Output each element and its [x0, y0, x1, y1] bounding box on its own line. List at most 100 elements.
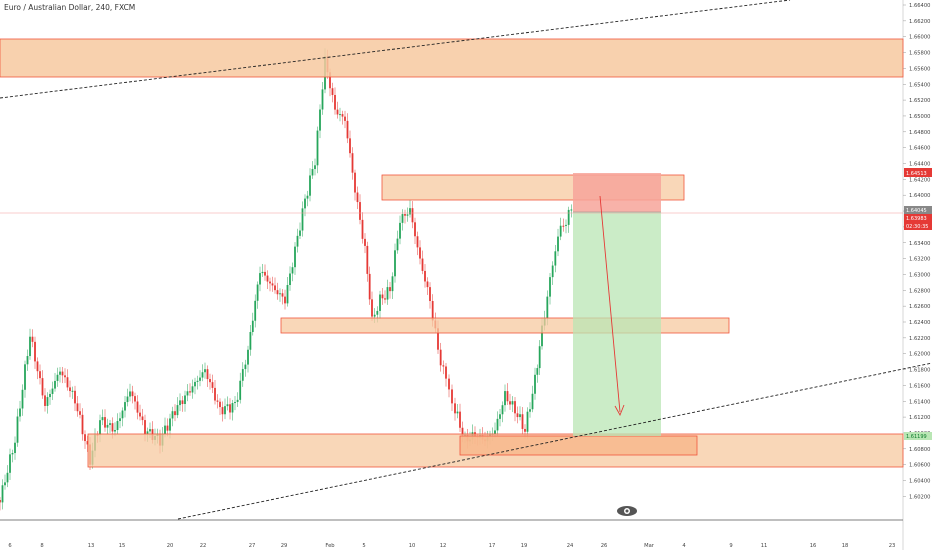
entry-price-text: 1.64045	[906, 208, 927, 214]
candle-body	[529, 409, 531, 412]
countdown-badge: 02:30:35	[904, 222, 932, 230]
candle-body	[221, 407, 224, 415]
candle-body	[199, 377, 201, 381]
price-axis-label: 1.62400	[909, 320, 930, 326]
price-axis-label: 1.63400	[909, 241, 930, 247]
support-zone-mid[interactable]	[280, 317, 730, 334]
stop-loss-area[interactable]	[573, 173, 661, 212]
candle-body	[179, 400, 181, 406]
candle-body	[286, 285, 289, 304]
price-axis-label: 1.64600	[909, 146, 930, 152]
lower-trendline[interactable]	[177, 362, 932, 520]
candle-body	[526, 411, 529, 432]
candle-body	[169, 418, 171, 431]
candle-body	[6, 472, 9, 483]
candle-body	[284, 296, 286, 304]
projection-arrow-line[interactable]	[599, 195, 621, 413]
candle-body	[256, 284, 259, 301]
candle-body	[499, 414, 501, 419]
price-axis-label: 1.62600	[909, 304, 930, 310]
time-axis[interactable]: 6 8 13 15 20 22 27 29 Feb 5 10 12 17 19 24 26 Mar 4 9 11 16 1…	[8, 543, 895, 549]
candle-body	[164, 425, 166, 434]
candle-body	[570, 209, 573, 211]
resistance-zone-top[interactable]	[0, 38, 904, 78]
candle-body	[442, 365, 445, 367]
candle-body	[567, 209, 570, 225]
candle-body	[373, 314, 376, 317]
candle-body	[166, 425, 169, 431]
target-price-badge: 1.64513	[904, 168, 932, 177]
candle-body	[224, 406, 226, 415]
candle-body	[69, 387, 71, 392]
candle-body	[349, 138, 351, 154]
candle-body	[346, 120, 349, 139]
candle-body	[231, 403, 234, 413]
price-axis-label: 1.62000	[909, 352, 930, 358]
take-profit-area[interactable]	[573, 212, 661, 436]
candle-body	[264, 271, 266, 276]
price-axis-label: 1.65800	[909, 51, 930, 57]
candle-body	[279, 293, 281, 295]
candle-body	[344, 116, 346, 121]
price-axis-label: 1.66400	[909, 3, 930, 9]
candle-body	[309, 175, 311, 196]
projection-arrowhead	[614, 404, 625, 417]
time-axis-label: 29	[281, 543, 288, 549]
candle-body	[174, 411, 176, 416]
candle-body	[459, 411, 461, 428]
price-axis[interactable]: 1.66400 1.66200 1.66000 1.65800 1.65600 1.654…	[903, 3, 930, 500]
candle-body	[314, 165, 316, 170]
candle-body	[214, 387, 216, 401]
candle-body	[64, 375, 66, 378]
candle-body	[304, 198, 306, 209]
candle-body	[104, 417, 106, 428]
candle-body	[291, 267, 294, 274]
candle-body	[176, 405, 179, 416]
upper-trendline[interactable]	[0, 0, 791, 99]
candle-body	[234, 401, 236, 404]
demand-zone-inner[interactable]	[459, 435, 698, 456]
time-axis-label: 10	[409, 543, 416, 549]
candle-body	[229, 404, 231, 413]
price-axis-label: 1.60400	[909, 479, 930, 485]
price-axis-label: 1.62200	[909, 336, 930, 342]
time-axis-label: 13	[88, 543, 95, 549]
candle-body	[126, 396, 129, 403]
candle-body	[404, 214, 406, 216]
time-axis-label: 17	[489, 543, 496, 549]
candle-body	[516, 413, 519, 418]
candle-body	[261, 271, 264, 274]
candle-body	[251, 320, 254, 333]
candle-body	[334, 94, 336, 110]
candle-body	[31, 336, 34, 342]
candle-body	[41, 378, 44, 396]
candle-body	[124, 402, 126, 411]
time-axis-label: 6	[8, 543, 11, 549]
candle-body	[51, 388, 54, 394]
candle-body	[274, 285, 276, 291]
tradingview-logo-icon[interactable]	[617, 506, 637, 516]
price-axis-label: 1.64200	[909, 177, 930, 183]
time-axis-label: 16	[810, 543, 817, 549]
candle-body	[359, 202, 361, 220]
price-axis-label: 1.63200	[909, 257, 930, 263]
candle-body	[311, 169, 314, 176]
price-axis-label: 1.65600	[909, 66, 930, 72]
candle-body	[294, 246, 296, 268]
candle-body	[531, 393, 534, 410]
candle-body	[44, 395, 46, 406]
candle-body	[416, 236, 419, 248]
candle-body	[401, 214, 404, 223]
price-axis-label: 1.63000	[909, 272, 930, 278]
candle-body	[11, 453, 14, 455]
time-axis-label: 11	[761, 543, 768, 549]
candle-body	[299, 230, 301, 236]
candle-body	[409, 208, 411, 215]
candle-body	[424, 270, 426, 282]
candle-body	[1, 485, 4, 503]
candle-body	[504, 391, 506, 406]
candle-body	[186, 391, 189, 396]
candle-body	[289, 273, 291, 286]
candle-body	[281, 293, 284, 297]
